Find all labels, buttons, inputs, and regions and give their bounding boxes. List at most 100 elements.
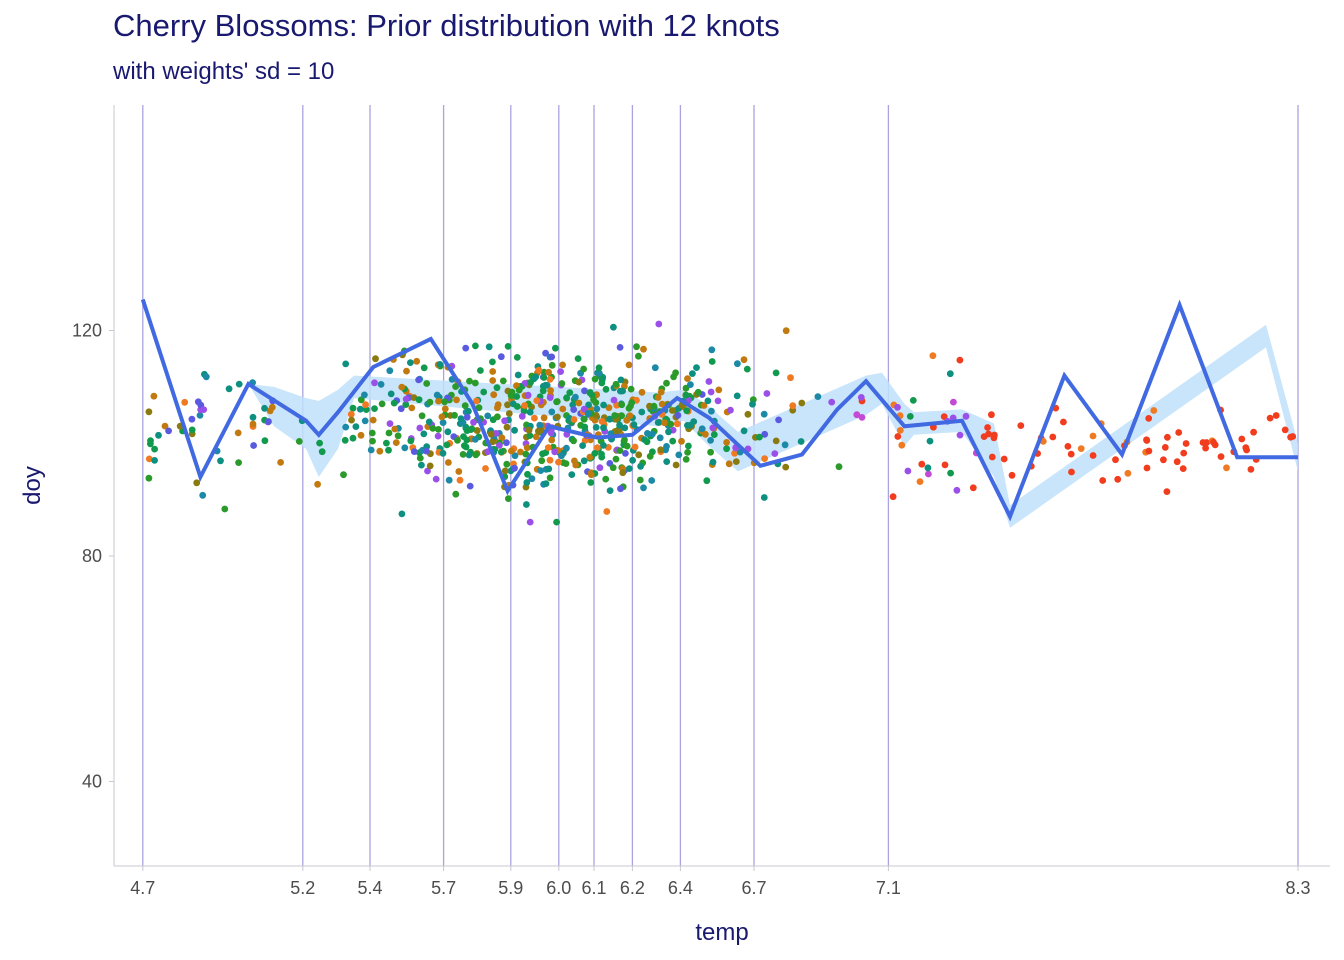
chart-title: Cherry Blossoms: Prior distribution with…	[113, 8, 780, 43]
data-point	[814, 393, 822, 400]
data-point	[482, 465, 489, 472]
data-point	[853, 411, 861, 419]
data-point	[1173, 458, 1181, 466]
data-point	[682, 391, 690, 399]
data-point	[424, 467, 431, 475]
data-point	[574, 355, 582, 362]
data-point	[349, 404, 357, 412]
data-point	[926, 437, 934, 445]
data-point	[435, 397, 442, 405]
x-tick-label: 6.2	[620, 878, 645, 898]
data-point	[581, 387, 588, 395]
data-point	[678, 437, 685, 445]
data-point	[1179, 465, 1187, 472]
data-point	[527, 379, 534, 386]
data-point	[295, 438, 303, 445]
data-point	[503, 423, 511, 431]
data-point	[385, 446, 392, 454]
data-point	[398, 383, 406, 391]
data-point	[548, 353, 556, 361]
data-point	[669, 407, 676, 414]
data-point	[1202, 444, 1209, 452]
data-point	[503, 460, 511, 468]
data-point	[636, 476, 644, 484]
data-point	[439, 449, 447, 457]
data-point	[781, 441, 789, 449]
y-tick-label: 120	[72, 320, 102, 340]
data-point	[618, 401, 626, 409]
data-point	[590, 396, 597, 404]
prior-ribbon	[248, 324, 1298, 528]
data-point	[508, 388, 516, 396]
data-point	[627, 385, 635, 393]
data-point	[584, 410, 592, 417]
data-point	[580, 405, 588, 413]
data-point	[504, 343, 512, 350]
data-point	[392, 439, 400, 446]
data-point	[497, 353, 505, 361]
data-point	[1143, 464, 1151, 472]
data-point	[394, 432, 402, 440]
data-point	[707, 448, 714, 456]
data-point	[591, 375, 599, 383]
data-point	[221, 505, 229, 513]
data-point	[654, 419, 662, 426]
data-point	[1164, 433, 1171, 441]
data-point	[962, 412, 970, 420]
data-point	[929, 352, 937, 360]
data-point	[1250, 428, 1257, 436]
data-point	[640, 484, 647, 492]
data-point	[471, 436, 479, 443]
data-point	[693, 364, 700, 371]
data-point	[318, 448, 326, 456]
data-point	[1247, 466, 1255, 473]
data-point	[600, 442, 607, 449]
data-point	[151, 457, 159, 464]
data-point	[1217, 453, 1225, 460]
data-point	[217, 457, 224, 465]
data-point	[580, 457, 588, 465]
data-point	[511, 464, 518, 472]
data-point	[410, 394, 418, 401]
data-point	[572, 461, 580, 469]
data-point	[667, 420, 675, 428]
data-point	[432, 475, 440, 483]
data-point	[663, 458, 671, 465]
x-tick-label: 5.2	[290, 878, 315, 898]
data-point	[425, 418, 433, 426]
data-point	[369, 437, 376, 445]
data-point	[452, 490, 460, 498]
data-point	[472, 451, 480, 459]
data-point	[725, 460, 733, 468]
data-point	[656, 434, 664, 442]
data-point	[894, 433, 902, 440]
data-point	[493, 384, 501, 392]
data-point	[402, 401, 410, 408]
x-tick-label: 6.4	[668, 878, 693, 898]
data-point	[1160, 456, 1167, 464]
data-point	[277, 459, 284, 466]
data-point	[265, 418, 272, 425]
x-tick-label: 8.3	[1285, 878, 1310, 898]
prior-line	[140, 298, 1298, 522]
data-point	[684, 422, 691, 429]
data-point	[906, 413, 914, 420]
data-point	[896, 427, 904, 434]
data-point	[348, 416, 355, 424]
data-point	[196, 412, 204, 419]
data-point	[397, 405, 405, 413]
data-point	[635, 352, 642, 360]
data-point	[580, 415, 588, 423]
data-point	[703, 477, 711, 485]
data-point	[648, 477, 656, 484]
data-point	[473, 427, 481, 434]
data-point	[1182, 440, 1190, 447]
data-point	[635, 451, 643, 459]
data-point	[501, 467, 509, 475]
data-point	[600, 424, 607, 432]
data-point	[763, 390, 771, 397]
data-point	[525, 426, 533, 434]
data-point	[625, 404, 633, 412]
data-point	[443, 441, 451, 449]
data-point	[352, 423, 360, 430]
